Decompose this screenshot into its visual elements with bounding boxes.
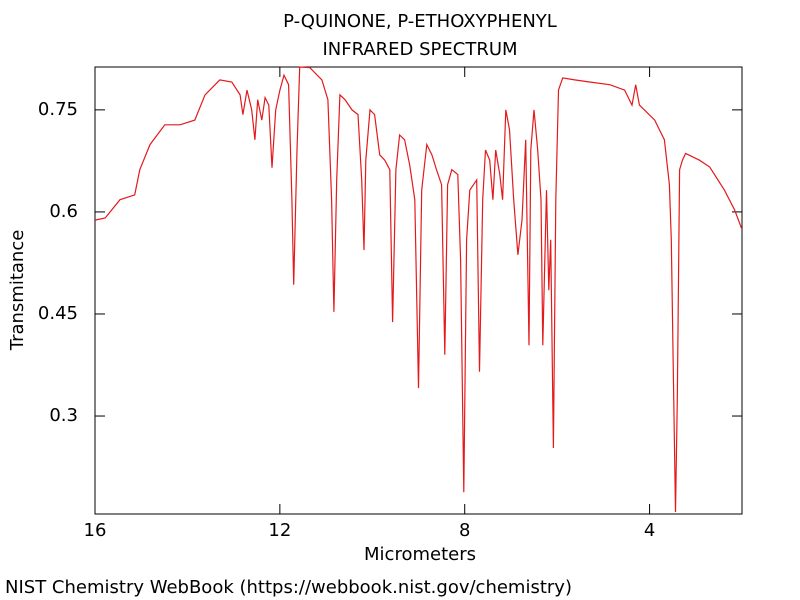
y-tick-label: 0.3 [49,405,78,426]
y-tick-label: 0.6 [49,201,78,222]
x-tick-label: 12 [268,520,291,541]
y-axis-label: Transmitance [7,230,28,352]
chart-title: P-QUINONE, P-ETHOXYPHENYL [283,11,557,32]
footer: NIST Chemistry WebBook (https://webbook.… [5,577,572,598]
plot-frame [94,66,743,515]
x-tick-label: 8 [459,520,470,541]
x-tick-label: 4 [644,520,655,541]
x-tick-label: 16 [84,520,107,541]
y-tick-label: 0.45 [38,303,78,324]
x-axis-label: Micrometers [364,544,476,565]
y-tick-label: 0.75 [38,99,78,120]
spectrum-line [94,66,743,513]
chart-subtitle: INFRARED SPECTRUM [322,39,517,60]
